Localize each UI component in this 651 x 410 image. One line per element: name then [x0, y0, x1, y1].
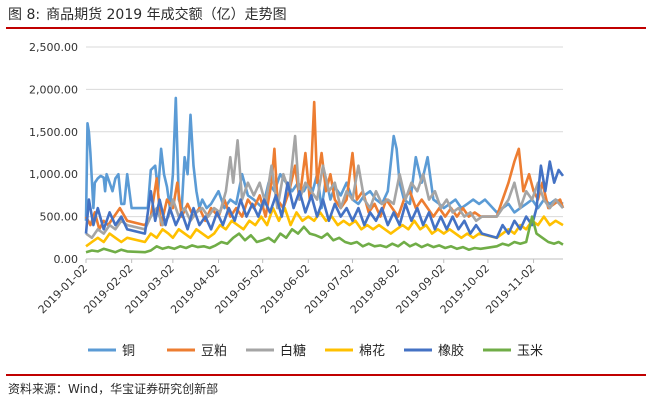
figure-label: 图 8: [8, 7, 41, 23]
y-tick-label: 0.00 [54, 253, 79, 266]
legend-label: 橡胶 [438, 343, 464, 359]
bottom-rule [6, 374, 646, 376]
series-line-橡胶 [84, 160, 565, 240]
series-line-玉米 [85, 215, 564, 254]
top-rule [6, 27, 646, 29]
y-tick-label: 2,500.00 [29, 41, 78, 54]
legend-label: 白糖 [280, 343, 306, 359]
grid [86, 46, 563, 260]
y-tick-label: 1,500.00 [29, 126, 78, 139]
x-axis: 2019-01-022019-02-022019-03-022019-04-02… [36, 258, 563, 316]
figure-header: 图 8: 商品期货 2019 年成交额（亿）走势图 [8, 2, 287, 26]
series-line-棉花 [85, 206, 564, 248]
y-axis: 0.00 500.00 1,000.00 1,500.00 2,000.00 2,500.… [29, 41, 78, 266]
legend-label: 豆粕 [201, 344, 227, 359]
legend: 铜 豆粕 白糖 棉花 橡胶 玉米 [88, 343, 543, 359]
legend-label: 玉米 [517, 344, 543, 359]
figure-title: 商品期货 2019 年成交额（亿）走势图 [46, 7, 287, 23]
x-tick-label: 2019-11-02 [483, 262, 537, 316]
legend-label: 棉花 [359, 343, 385, 359]
legend-label: 铜 [122, 344, 135, 359]
y-tick-label: 500.00 [40, 211, 79, 224]
source-note: 资料来源：Wind，华宝证券研究创新部 [8, 382, 219, 396]
series-line-白糖 [85, 134, 564, 240]
y-tick-label: 1,000.00 [29, 168, 78, 181]
y-tick-label: 2,000.00 [29, 83, 78, 96]
series-lines [84, 96, 565, 254]
